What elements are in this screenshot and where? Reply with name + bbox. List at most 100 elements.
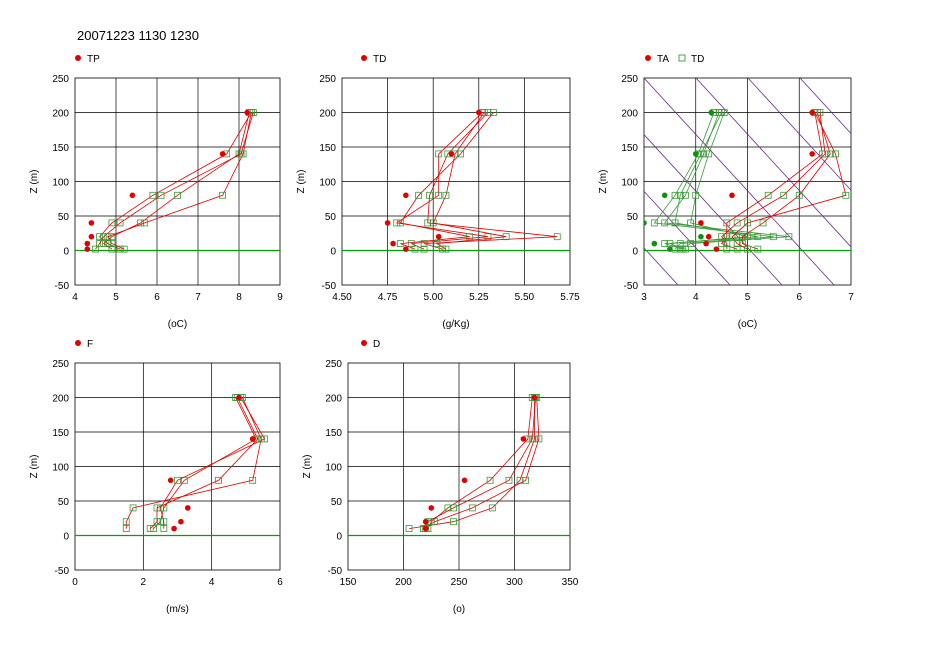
td-model-point [682,191,689,199]
x-axis-label: (g/Kg) [442,319,469,330]
observed-point [171,525,177,532]
y-tick-label: 150 [319,143,336,154]
y-tick-label: 100 [319,178,336,189]
series-group [384,109,561,253]
y-tick-label: 50 [325,212,337,223]
model-point [149,191,157,199]
td-model-point [785,233,793,241]
model-point [396,219,404,227]
legend-marker-square [678,54,686,62]
model-point [153,504,161,512]
observed-td-point [698,233,704,240]
model-point [764,191,772,199]
x-tick-label: 4 [72,292,78,303]
model-point [759,219,767,227]
observed-point [167,477,174,484]
td-model-point [705,150,713,158]
observed-td-point [651,240,658,247]
y-tick-label: 100 [621,178,638,189]
model-line [149,397,259,529]
model-line [423,112,558,250]
y-tick-label: 100 [325,463,342,474]
model-point [733,240,741,248]
model-line [423,397,540,529]
td-model-point [671,191,679,199]
diagonal-line [799,78,851,135]
model-point [502,233,510,241]
model-point [723,233,731,241]
model-line [731,112,847,250]
observed-point [184,505,191,511]
model-point [120,245,128,253]
observed-point [403,246,409,252]
observed-point [249,436,256,442]
x-tick-label: 350 [562,577,579,588]
x-tick-label: 2 [141,577,147,588]
model-point [435,150,443,158]
model-point [249,109,257,116]
model-point [116,245,124,253]
model-point [108,240,116,248]
model-point [160,525,168,532]
x-tick-label: 9 [277,292,283,303]
td-model-point [676,240,684,248]
observed-point [531,394,538,401]
model-point [842,191,850,199]
legend-label: D [373,339,380,350]
model-point [821,150,829,158]
y-tick-label: 200 [52,394,69,405]
model-line [99,112,252,250]
y-tick-label: 250 [52,74,69,85]
y-tick-label: -50 [55,566,70,577]
y-tick-label: 200 [319,109,336,120]
legend-marker-dot [361,340,367,346]
model-point [411,245,419,253]
model-point [415,191,423,199]
x-tick-label: 0 [72,577,78,588]
observed-td-point [708,109,715,116]
y-axis-label: Z (m) [29,170,40,194]
model-point [100,240,108,248]
model-point [718,233,726,241]
series-group [122,394,269,532]
td-model-line [664,112,758,250]
x-tick-label: 150 [340,577,357,588]
observed-point [705,233,712,240]
model-point [466,233,474,241]
observed-point [88,220,95,226]
model-line [103,112,250,250]
legend-label: TP [87,54,100,65]
model-point [826,150,834,158]
model-point [754,245,762,253]
model-point [420,240,428,248]
y-tick-label: 250 [319,74,336,85]
model-point [100,233,108,241]
observed-point [809,109,815,116]
model-point [528,435,536,443]
x-tick-label: 4 [693,292,699,303]
model-point [429,219,437,227]
y-tick-label: 50 [58,497,70,508]
x-tick-label: 4.75 [378,292,398,303]
model-point [116,219,124,227]
y-tick-label: 250 [52,359,69,370]
legend-label: TA [657,54,669,65]
model-point [92,245,99,253]
y-tick-label: -50 [328,566,343,577]
model-point [738,233,746,241]
y-tick-label: 100 [52,178,69,189]
model-point [488,504,496,512]
observed-point [244,109,250,116]
td-model-point [661,240,669,248]
model-point [505,476,513,484]
y-tick-label: 250 [621,74,638,85]
model-point [733,219,741,227]
observed-point [178,518,184,525]
observed-point [698,220,704,226]
td-model-point [687,219,694,227]
model-point [426,191,433,199]
model-point [422,525,430,532]
td-model-point [754,233,762,241]
series-group [644,109,850,253]
